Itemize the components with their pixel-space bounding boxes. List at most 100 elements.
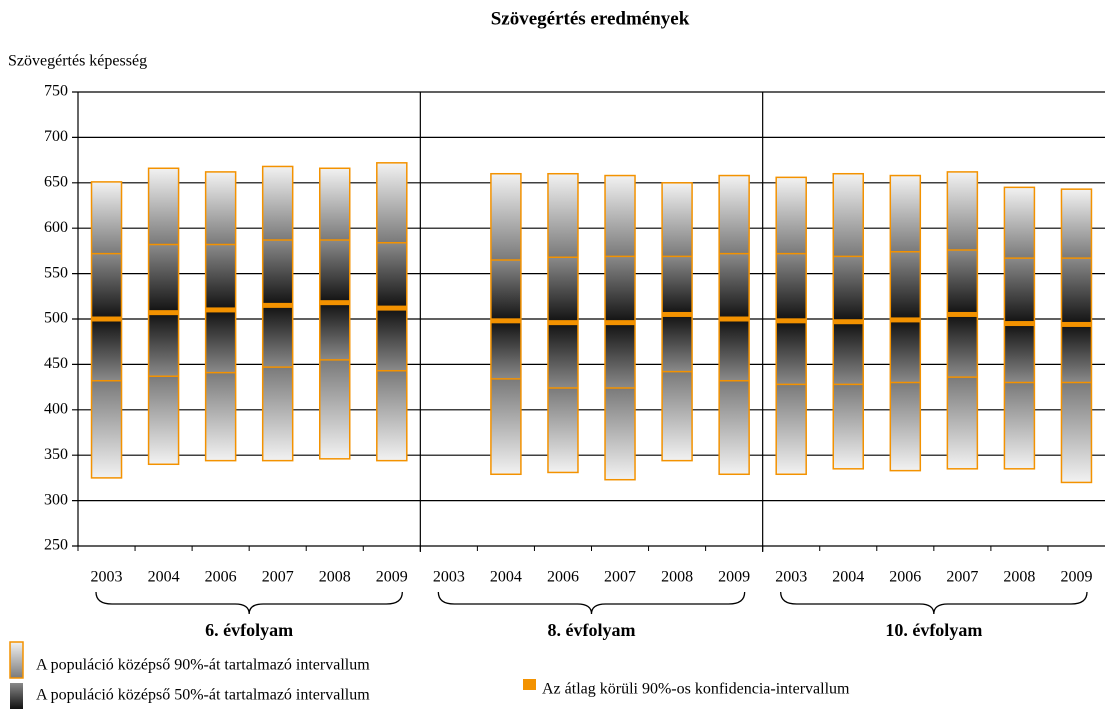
box-upper-whisker bbox=[319, 168, 350, 241]
box-outline bbox=[775, 176, 807, 476]
x-tick-label: 2007 bbox=[262, 569, 294, 586]
mean-ci bbox=[319, 300, 350, 306]
box-lower-iqr bbox=[319, 302, 350, 360]
box-lower-whisker bbox=[776, 384, 807, 475]
y-tick-label: 300 bbox=[44, 491, 68, 508]
box-lower-iqr bbox=[91, 319, 122, 381]
box-upper-whisker bbox=[719, 175, 750, 254]
box-upper-whisker bbox=[91, 181, 122, 254]
box-upper-iqr bbox=[319, 240, 350, 303]
mean-ci bbox=[947, 311, 978, 317]
box-upper-iqr bbox=[947, 249, 978, 315]
x-tick-label: 2004 bbox=[490, 569, 522, 586]
legend: A populáció középső 90%-át tartalmazó in… bbox=[9, 641, 850, 709]
mean-ci bbox=[833, 319, 864, 325]
box-lower-whisker bbox=[376, 370, 407, 461]
box-upper-whisker bbox=[490, 173, 521, 260]
box-lower-whisker bbox=[1004, 382, 1035, 469]
chart-title: Szövegértés eredmények bbox=[491, 8, 690, 29]
x-tick-label: 2003 bbox=[91, 569, 123, 586]
box-upper-iqr bbox=[490, 259, 521, 321]
box-upper-whisker bbox=[547, 173, 578, 258]
box-upper-whisker bbox=[262, 166, 293, 241]
mean-ci bbox=[205, 307, 236, 313]
box-upper-iqr bbox=[833, 256, 864, 322]
box-lower-iqr bbox=[490, 320, 521, 379]
x-tick-label: 2006 bbox=[547, 569, 579, 586]
box-upper-iqr bbox=[662, 256, 693, 315]
box-upper-iqr bbox=[719, 253, 750, 319]
mean-ci bbox=[376, 305, 407, 311]
box-lower-iqr bbox=[719, 319, 750, 381]
box-outline bbox=[204, 171, 237, 462]
box-upper-whisker bbox=[148, 168, 179, 245]
mean-ci bbox=[1004, 321, 1035, 327]
mean-ci bbox=[91, 316, 122, 322]
box-upper-whisker bbox=[1004, 187, 1035, 259]
y-tick-label: 600 bbox=[44, 219, 68, 236]
box-lower-iqr bbox=[1004, 323, 1035, 383]
box-lower-iqr bbox=[947, 314, 978, 378]
box-upper-whisker bbox=[376, 162, 407, 243]
mean-ci bbox=[1061, 321, 1092, 327]
box-outline bbox=[376, 162, 408, 462]
box-lower-whisker bbox=[605, 388, 636, 480]
y-tick-label: 400 bbox=[44, 400, 68, 417]
box-lower-whisker bbox=[833, 384, 864, 469]
x-tick-label: 2004 bbox=[832, 569, 864, 586]
mean-ci bbox=[490, 318, 521, 324]
x-tick-label: 2003 bbox=[775, 569, 807, 586]
group-brace bbox=[95, 591, 403, 615]
box-lower-whisker bbox=[148, 376, 179, 465]
box-lower-iqr bbox=[776, 320, 807, 385]
mean-ci bbox=[262, 302, 293, 308]
mean-ci bbox=[776, 318, 807, 324]
y-tick-label: 500 bbox=[44, 310, 68, 327]
group-brace bbox=[437, 591, 746, 615]
box-upper-whisker bbox=[605, 175, 636, 257]
y-tick-label: 700 bbox=[44, 128, 68, 145]
box-outline bbox=[1003, 186, 1036, 470]
legend-swatch bbox=[10, 683, 23, 709]
box-upper-iqr bbox=[605, 256, 636, 323]
legend-label: A populáció középső 50%-át tartalmazó in… bbox=[36, 687, 370, 704]
y-tick-label: 650 bbox=[44, 173, 68, 190]
box-lower-iqr bbox=[205, 309, 236, 373]
box-upper-iqr bbox=[1061, 258, 1092, 325]
mean-ci bbox=[605, 320, 636, 326]
box-outline bbox=[147, 167, 180, 466]
box-outline bbox=[90, 181, 123, 479]
box-outline bbox=[718, 174, 750, 476]
group-label: 6. évfolyam bbox=[205, 620, 293, 640]
x-tick-label: 2009 bbox=[376, 569, 408, 586]
box-lower-iqr bbox=[890, 319, 921, 383]
mean-ci bbox=[890, 317, 921, 323]
y-axis-label: Szövegértés képesség bbox=[8, 53, 147, 70]
x-tick-label: 2009 bbox=[1060, 569, 1092, 586]
box-lower-iqr bbox=[148, 312, 179, 377]
box-upper-iqr bbox=[91, 253, 122, 319]
x-tick-label: 2007 bbox=[946, 569, 978, 586]
box-upper-whisker bbox=[947, 171, 978, 250]
group-label: 8. évfolyam bbox=[548, 620, 636, 640]
box-outline bbox=[661, 182, 693, 462]
box-upper-whisker bbox=[662, 182, 693, 257]
legend-label: Az átlag körüli 90%-os konfidencia-inter… bbox=[542, 681, 850, 698]
box-lower-iqr bbox=[376, 308, 407, 371]
box-outline bbox=[604, 174, 636, 481]
x-tick-label: 2008 bbox=[661, 569, 693, 586]
box-lower-whisker bbox=[719, 380, 750, 475]
box-upper-whisker bbox=[776, 177, 807, 254]
box-lower-iqr bbox=[605, 322, 636, 389]
box-upper-iqr bbox=[890, 251, 921, 320]
box-upper-whisker bbox=[833, 173, 864, 257]
group-brace bbox=[780, 591, 1088, 615]
box-upper-iqr bbox=[1004, 258, 1035, 324]
box-lower-whisker bbox=[262, 367, 293, 461]
y-tick-label: 750 bbox=[44, 83, 68, 100]
box-lower-iqr bbox=[262, 305, 293, 368]
legend-label: A populáció középső 90%-át tartalmazó in… bbox=[36, 657, 370, 674]
box-upper-whisker bbox=[205, 171, 236, 245]
box-upper-iqr bbox=[205, 244, 236, 310]
x-tick-label: 2007 bbox=[604, 569, 636, 586]
